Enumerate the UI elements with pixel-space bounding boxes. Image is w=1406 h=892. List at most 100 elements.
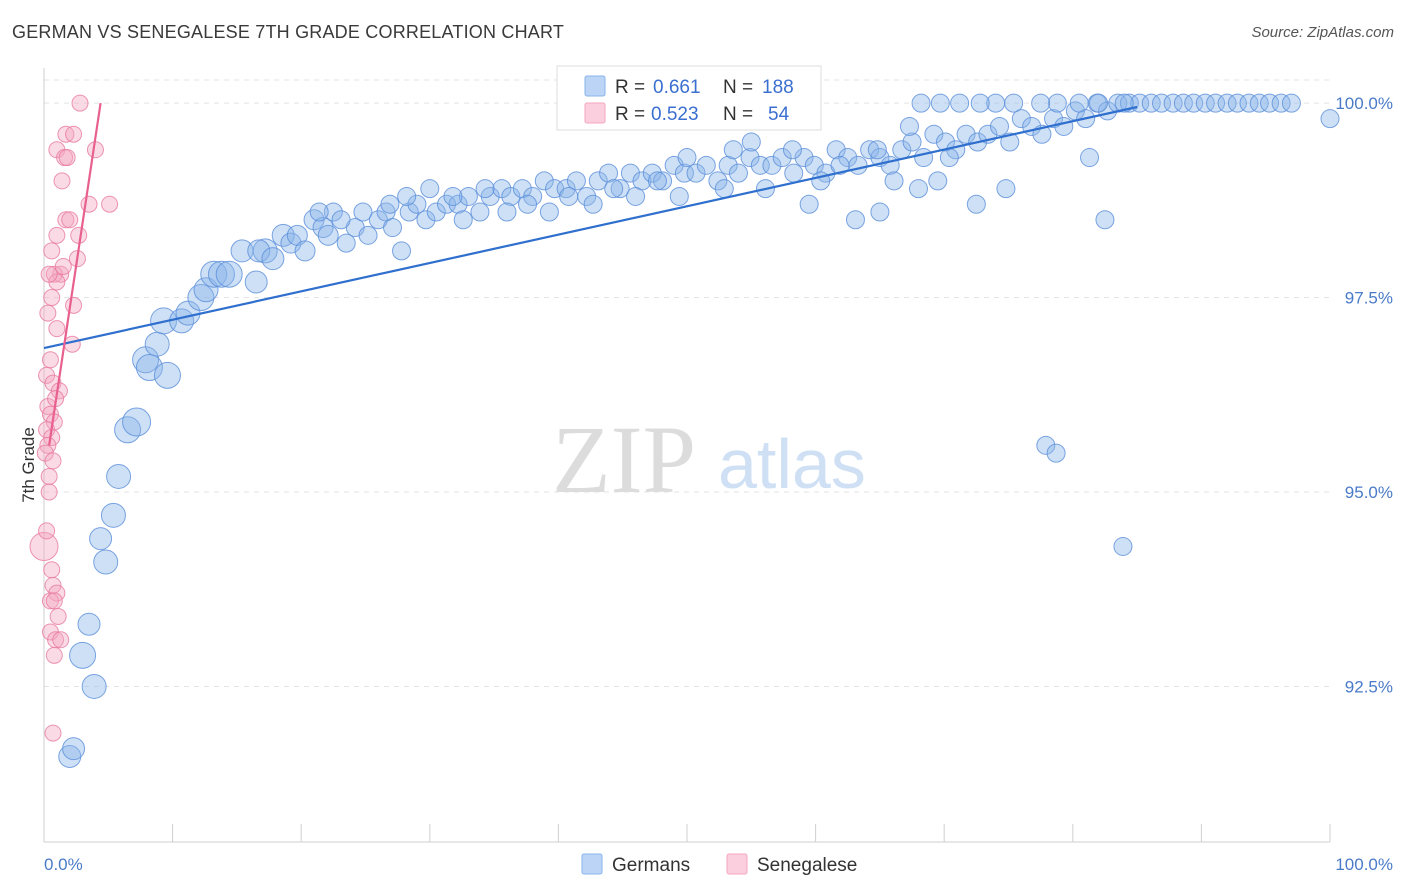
senegalese-point-44 xyxy=(45,646,63,664)
series-germans xyxy=(58,93,1340,768)
german-point-42 xyxy=(392,241,412,261)
german-point-2 xyxy=(77,612,101,636)
german-point-14 xyxy=(153,361,181,389)
german-point-8 xyxy=(106,463,132,489)
german-point-127 xyxy=(1089,93,1109,113)
german-point-71 xyxy=(696,155,716,175)
german-point-21 xyxy=(207,260,235,288)
german-point-142 xyxy=(928,171,948,191)
german-point-56 xyxy=(534,171,554,191)
german-point-140 xyxy=(870,202,890,222)
german-point-31 xyxy=(294,240,316,262)
german-point-30 xyxy=(286,224,308,246)
german-point-169 xyxy=(604,179,624,199)
legend-r-label-1: R = xyxy=(615,77,645,98)
watermark-atlas: atlas xyxy=(718,425,866,503)
source-label: Source: ZipAtlas.com xyxy=(1251,24,1394,41)
senegalese-point-0 xyxy=(71,94,89,112)
german-point-75 xyxy=(740,148,760,168)
german-point-139 xyxy=(845,210,865,230)
senegalese-point-52 xyxy=(43,561,61,579)
german-point-74 xyxy=(728,163,748,183)
german-point-95 xyxy=(956,124,976,144)
german-point-171 xyxy=(518,194,538,214)
german-point-147 xyxy=(1036,435,1056,455)
german-point-151 xyxy=(867,140,887,160)
senegalese-point-9 xyxy=(57,211,75,229)
german-point-7 xyxy=(100,502,126,528)
senegalese-point-53 xyxy=(49,607,67,625)
senegalese-point-39 xyxy=(41,592,59,610)
watermark-zip: ZIP xyxy=(552,406,696,513)
german-point-61 xyxy=(588,171,608,191)
senegalese-point-19 xyxy=(65,296,83,314)
german-point-84 xyxy=(838,148,858,168)
german-point-53 xyxy=(501,186,521,206)
german-point-116 xyxy=(1184,93,1204,113)
senegalese-point-35 xyxy=(40,467,58,485)
series-legend: Germans Senegalese xyxy=(581,853,857,876)
senegalese-point-40 xyxy=(45,592,63,610)
y-tick-label-1: 97.5% xyxy=(1345,289,1393,308)
german-point-148 xyxy=(1046,443,1066,463)
legend-r-label-2: R = xyxy=(615,104,645,125)
legend-n-label-2: N = xyxy=(723,104,753,125)
german-point-98 xyxy=(989,116,1009,136)
german-point-117 xyxy=(1195,93,1215,113)
german-point-76 xyxy=(750,155,770,175)
german-point-34 xyxy=(317,224,339,246)
german-point-160 xyxy=(453,210,473,230)
german-point-91 xyxy=(914,148,934,168)
german-point-92 xyxy=(924,124,944,144)
legend-r-value-1: 0.661 xyxy=(653,77,701,98)
germans-trend-line xyxy=(43,105,1138,350)
german-point-6 xyxy=(93,549,119,575)
german-point-129 xyxy=(1047,93,1067,113)
german-point-125 xyxy=(1281,93,1301,113)
german-point-157 xyxy=(583,194,603,214)
senegalese-trend-line xyxy=(48,102,102,446)
senegalese-point-34 xyxy=(44,452,62,470)
german-point-156 xyxy=(626,186,646,206)
watermark: ZIP atlas xyxy=(552,406,866,513)
axes xyxy=(43,68,1331,843)
german-point-113 xyxy=(1152,93,1172,113)
german-point-131 xyxy=(1004,93,1024,113)
senegalese-point-12 xyxy=(43,242,61,260)
german-point-132 xyxy=(986,93,1006,113)
senegalese-point-2 xyxy=(65,125,83,143)
senegalese-point-48 xyxy=(61,211,79,229)
german-point-134 xyxy=(950,93,970,113)
stats-legend: R = 0.661 N = 188 R = 0.523 N = 54 xyxy=(556,65,822,131)
german-point-63 xyxy=(610,179,630,199)
german-point-49 xyxy=(458,186,478,206)
german-point-70 xyxy=(686,163,706,183)
senegalese-point-49 xyxy=(54,257,72,275)
german-point-178 xyxy=(331,210,351,230)
senegalese-point-45 xyxy=(44,724,62,742)
german-point-177 xyxy=(353,202,373,222)
german-point-133 xyxy=(970,93,990,113)
bottom-legend-senegalese: Senegalese xyxy=(757,855,857,876)
german-point-164 xyxy=(939,148,959,168)
german-point-13 xyxy=(144,331,170,357)
german-point-27 xyxy=(261,247,285,271)
german-point-1 xyxy=(62,737,86,761)
german-point-112 xyxy=(1141,93,1161,113)
german-point-64 xyxy=(620,163,640,183)
german-point-80 xyxy=(794,148,814,168)
german-point-120 xyxy=(1227,93,1247,113)
german-point-130 xyxy=(1031,93,1051,113)
chart-title: GERMAN VS SENEGALESE 7TH GRADE CORRELATI… xyxy=(12,22,565,42)
german-point-136 xyxy=(911,93,931,113)
german-point-73 xyxy=(718,155,738,175)
german-point-168 xyxy=(647,171,667,191)
german-point-36 xyxy=(336,233,356,253)
y-tick-labels: 100.0% 97.5% 95.0% 92.5% xyxy=(1335,94,1393,696)
senegalese-point-18 xyxy=(43,289,61,307)
y-axis-label: 7th Grade xyxy=(19,427,38,503)
senegalese-point-6 xyxy=(53,172,71,190)
german-point-146 xyxy=(1095,210,1115,230)
german-point-58 xyxy=(556,179,576,199)
legend-swatch-senegalese xyxy=(584,102,606,124)
